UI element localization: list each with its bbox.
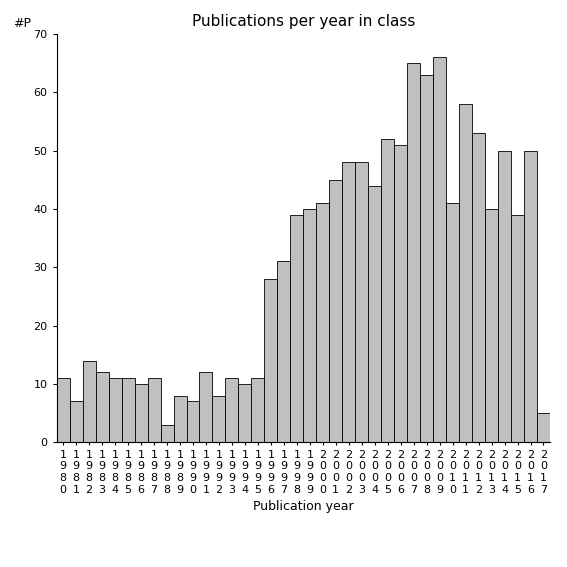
Bar xyxy=(277,261,290,442)
Bar xyxy=(472,133,485,442)
Bar xyxy=(290,215,303,442)
Bar xyxy=(121,378,134,442)
Bar xyxy=(187,401,200,442)
Bar xyxy=(368,185,381,442)
Bar xyxy=(200,373,213,442)
Bar xyxy=(213,396,226,442)
Bar xyxy=(329,180,342,442)
Bar xyxy=(316,203,329,442)
Bar xyxy=(446,203,459,442)
Bar xyxy=(239,384,251,442)
Bar xyxy=(147,378,160,442)
Bar xyxy=(160,425,174,442)
Bar xyxy=(511,215,524,442)
Bar xyxy=(70,401,83,442)
Bar xyxy=(342,162,356,442)
Y-axis label: #P: #P xyxy=(13,17,31,30)
Bar xyxy=(96,373,109,442)
Bar xyxy=(134,384,147,442)
Bar xyxy=(264,279,277,442)
Bar xyxy=(537,413,550,442)
Bar xyxy=(83,361,96,442)
Bar xyxy=(57,378,70,442)
Bar xyxy=(524,151,537,442)
Title: Publications per year in class: Publications per year in class xyxy=(192,14,415,29)
Bar xyxy=(407,63,420,442)
X-axis label: Publication year: Publication year xyxy=(253,500,354,513)
Bar xyxy=(226,378,239,442)
Bar xyxy=(459,104,472,442)
Bar xyxy=(420,75,433,442)
Bar xyxy=(109,378,121,442)
Bar xyxy=(485,209,498,442)
Bar xyxy=(174,396,187,442)
Bar xyxy=(381,139,394,442)
Bar xyxy=(394,145,407,442)
Bar xyxy=(303,209,316,442)
Bar xyxy=(356,162,368,442)
Bar xyxy=(498,151,511,442)
Bar xyxy=(433,57,446,442)
Bar xyxy=(251,378,264,442)
